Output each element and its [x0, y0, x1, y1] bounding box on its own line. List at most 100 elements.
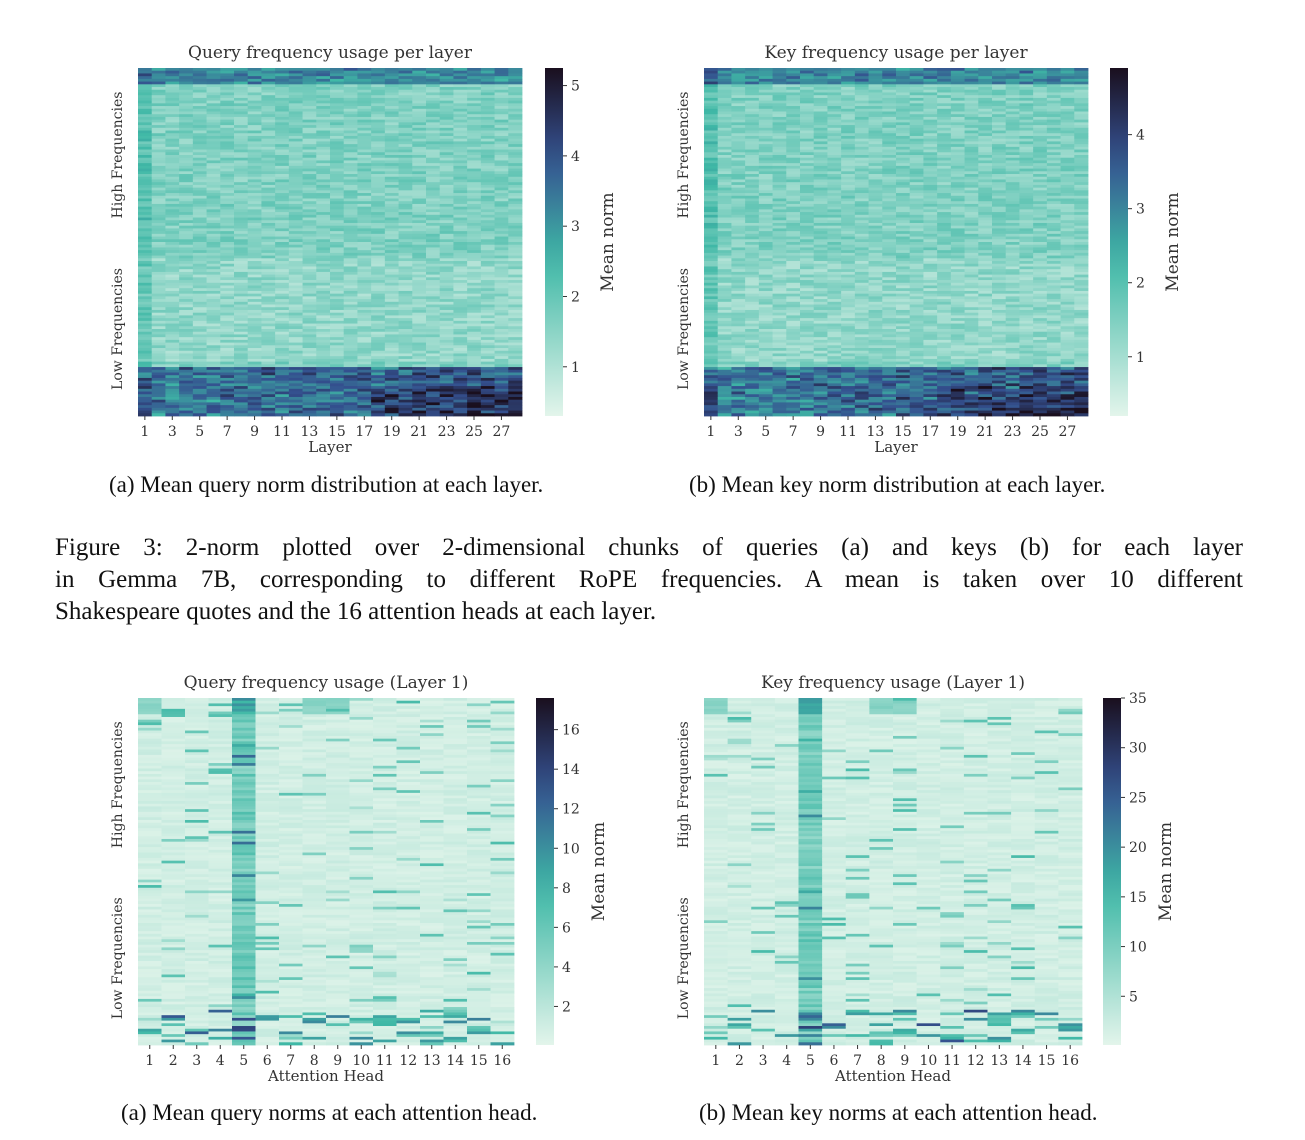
heatmap-cell	[357, 386, 372, 390]
heatmap-cell	[772, 122, 787, 126]
heatmap-cell	[357, 179, 372, 183]
heatmap-cell	[704, 263, 719, 267]
heatmap-cell	[151, 288, 166, 292]
heatmap-cell	[247, 255, 262, 259]
heatmap-cell	[704, 149, 719, 153]
heatmap-cell	[758, 315, 773, 319]
heatmap-cell	[745, 247, 760, 251]
heatmap-cell	[220, 138, 235, 142]
heatmap-cell	[179, 111, 194, 115]
heatmap-cell	[179, 282, 194, 286]
heatmap-cell	[206, 337, 221, 341]
heatmap-cell	[412, 380, 427, 384]
heatmap-cell	[439, 261, 454, 265]
heatmap-cell	[275, 399, 290, 403]
heatmap-cell	[234, 413, 249, 417]
heatmap-cell	[494, 271, 509, 276]
heatmap-cell	[717, 236, 732, 240]
heatmap-cell	[371, 288, 386, 292]
heatmap-cell	[772, 233, 787, 237]
heatmap-cell	[302, 247, 317, 251]
heatmap-cell	[138, 116, 153, 121]
heatmap-cell	[398, 130, 413, 134]
heatmap-cell	[412, 358, 427, 363]
heatmap-cell	[165, 285, 180, 289]
heatmap-cell	[288, 236, 303, 240]
heatmap-cell	[357, 304, 372, 308]
heatmap-cell	[384, 119, 399, 123]
heatmap-cell	[343, 402, 358, 406]
heatmap-cell	[467, 353, 482, 357]
heatmap-cell	[717, 133, 732, 137]
heatmap-cell	[220, 146, 235, 150]
heatmap-cell	[439, 296, 454, 300]
heatmap-cell	[453, 73, 468, 77]
heatmap-cell	[275, 163, 290, 167]
heatmap-cell	[745, 95, 760, 99]
heatmap-cell	[841, 97, 856, 102]
heatmap-cell	[745, 130, 760, 134]
heatmap-cell	[316, 348, 331, 352]
heatmap-cell	[827, 103, 842, 107]
heatmap-cell	[234, 212, 249, 216]
heatmap-cell	[717, 358, 732, 363]
heatmap-cell	[704, 70, 719, 74]
heatmap-cell	[439, 394, 454, 398]
heatmap-cell	[138, 280, 153, 284]
heatmap-cell	[151, 386, 166, 390]
heatmap-cell	[426, 394, 441, 398]
heatmap-cell	[508, 282, 523, 286]
heatmap-cell	[467, 149, 482, 153]
heatmap-cell	[220, 377, 235, 382]
heatmap-cell	[717, 282, 732, 286]
heatmap-cell	[704, 176, 719, 180]
heatmap-cell	[772, 242, 787, 246]
heatmap-cell	[179, 78, 194, 82]
heatmap-cell	[494, 160, 509, 164]
heatmap-cell	[384, 106, 399, 110]
heatmap-cell	[772, 155, 787, 159]
heatmap-cell	[206, 407, 221, 411]
heatmap-cell	[206, 388, 221, 392]
heatmap-cell	[275, 309, 290, 314]
heatmap-cell	[398, 190, 413, 194]
heatmap-cell	[412, 114, 427, 118]
heatmap-cell	[151, 320, 166, 324]
heatmap-cell	[508, 410, 523, 414]
heatmap-cell	[384, 114, 399, 118]
heatmap-cell	[179, 345, 194, 349]
heatmap-cell	[800, 231, 815, 235]
heatmap-cell	[138, 282, 153, 286]
heatmap-cell	[288, 261, 303, 265]
heatmap-cell	[758, 108, 773, 112]
heatmap-cell	[316, 114, 331, 118]
heatmap-cell	[494, 103, 509, 107]
heatmap-cell	[704, 326, 719, 330]
heatmap-cell	[206, 391, 221, 395]
heatmap-cell	[467, 135, 482, 140]
heatmap-cell	[179, 190, 194, 194]
heatmap-cell	[772, 78, 787, 82]
heatmap-cell	[288, 225, 303, 229]
heatmap-cell	[412, 149, 427, 153]
heatmap-cell	[772, 318, 787, 322]
heatmap-cell	[704, 410, 719, 414]
heatmap-cell	[772, 198, 787, 202]
heatmap-cell	[467, 255, 482, 259]
heatmap-cell	[786, 320, 801, 324]
heatmap-cell	[206, 73, 221, 77]
heatmap-cell	[357, 171, 372, 175]
heatmap-cell	[439, 263, 454, 267]
heatmap-cell	[704, 214, 719, 218]
heatmap-cell	[717, 119, 732, 123]
heatmap-cell	[508, 271, 523, 276]
heatmap-cell	[138, 266, 153, 270]
heatmap-cell	[841, 242, 856, 246]
heatmap-cell	[745, 304, 760, 308]
heatmap-cell	[467, 301, 482, 305]
heatmap-cell	[220, 187, 235, 191]
heatmap-cell	[704, 353, 719, 357]
heatmap-cell	[758, 402, 773, 406]
heatmap-cell	[480, 274, 495, 278]
